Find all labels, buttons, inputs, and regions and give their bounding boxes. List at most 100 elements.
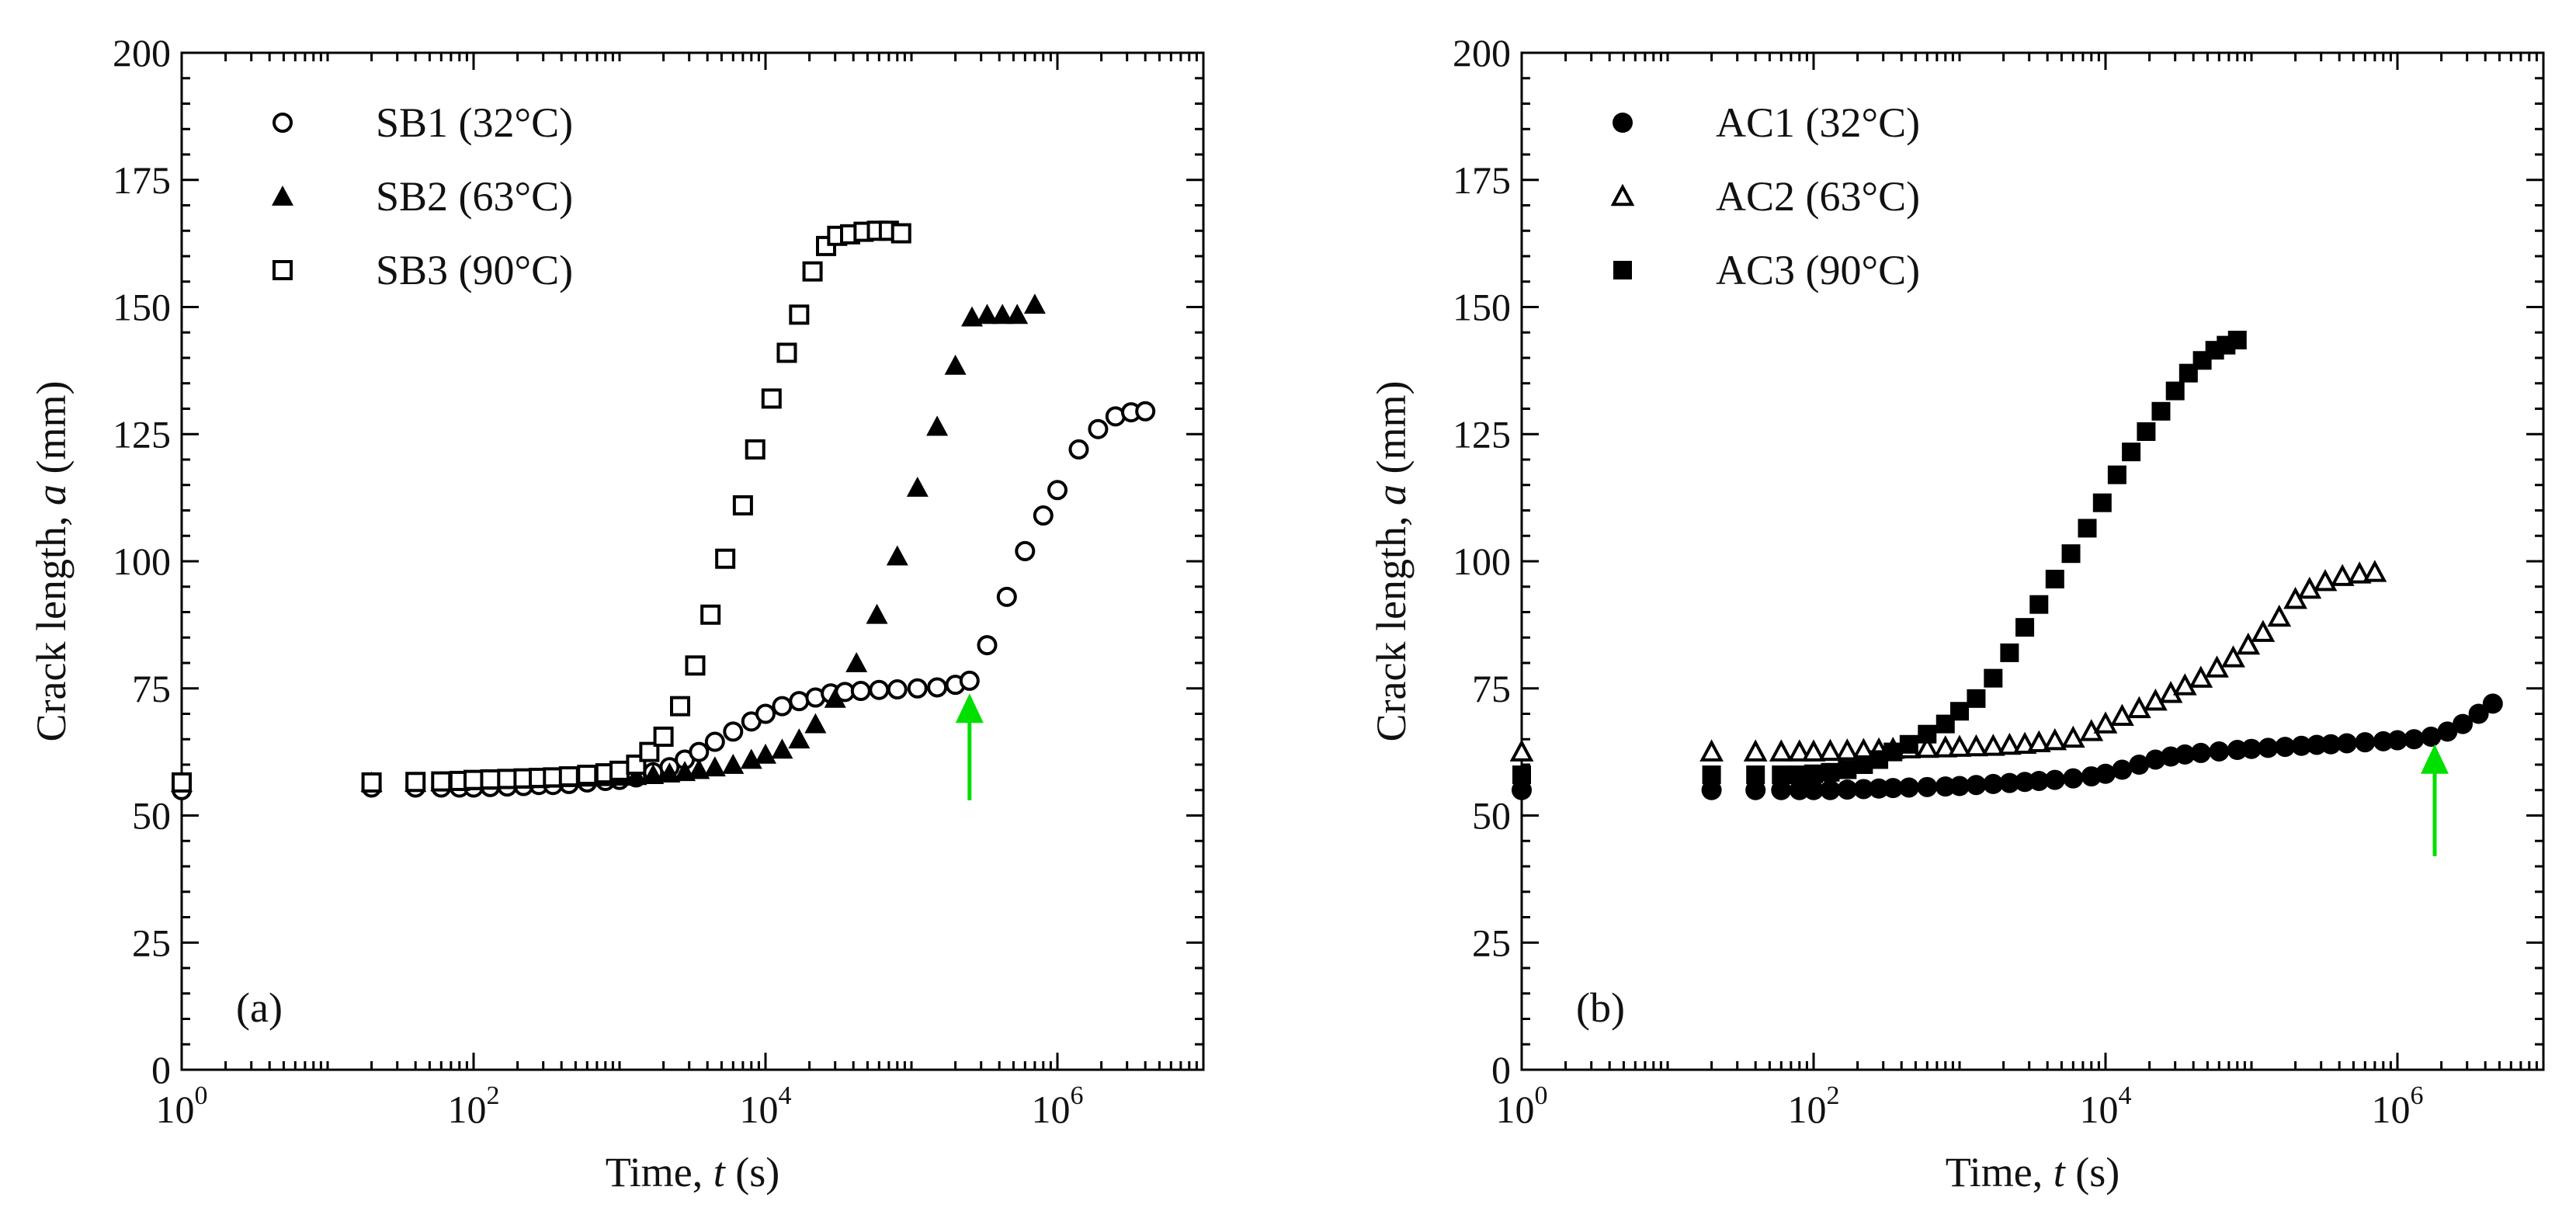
x-axis-label: Time, t (s) [606, 1149, 780, 1196]
data-point [959, 670, 980, 691]
data-point [2330, 564, 2355, 586]
data-point [405, 772, 426, 793]
data-point [558, 766, 579, 787]
data-point [772, 696, 793, 717]
data-point [1947, 734, 1972, 757]
data-point [639, 741, 660, 762]
x-tick-label: 104 [740, 1081, 792, 1131]
data-point [2297, 576, 2322, 599]
data-point [907, 678, 928, 699]
data-point [1950, 702, 1969, 721]
legend: AC1 (32°C) AC2 (63°C) AC3 (90°C) [1610, 99, 1920, 293]
data-point [866, 603, 888, 624]
data-point [850, 681, 871, 702]
legend-marker [1610, 183, 1635, 206]
data-point [1838, 760, 1857, 779]
data-point [2251, 619, 2276, 642]
data-point [642, 764, 665, 784]
data-point [804, 713, 827, 734]
data-point [1509, 739, 1534, 762]
data-point [802, 261, 823, 282]
data-layer [1509, 331, 2503, 800]
legend-label: AC2 (63°C) [1716, 173, 1920, 220]
data-point [2112, 759, 2133, 780]
y-tick-label: 100 [113, 540, 171, 583]
data-point [1512, 765, 1531, 785]
data-point [2151, 401, 2171, 421]
data-point [2227, 331, 2247, 350]
data-point [2107, 465, 2126, 484]
y-tick-label: 50 [1472, 794, 1511, 838]
data-point [2015, 618, 2035, 637]
data-point [1915, 735, 1939, 758]
data-point [2321, 734, 2342, 755]
legend-marker [272, 186, 293, 206]
legend-label: AC1 (32°C) [1716, 99, 1920, 146]
data-point [776, 342, 797, 363]
data-point [2336, 733, 2357, 754]
y-tick-label: 50 [132, 794, 171, 838]
data-point [2110, 703, 2134, 726]
legend-marker [1613, 261, 1632, 279]
data-point [927, 677, 948, 698]
data-point [1769, 739, 1793, 762]
data-point [1512, 779, 1532, 800]
data-point [1935, 776, 1956, 797]
y-axis-label: Crack length, a (mm) [1368, 381, 1415, 742]
series-2 [172, 220, 911, 793]
data-point [890, 223, 911, 244]
data-point [2236, 632, 2261, 655]
data-point [1772, 765, 1791, 785]
data-point [1933, 735, 1958, 758]
data-point [977, 635, 998, 656]
data-point [1983, 773, 2004, 794]
data-point [1966, 775, 1987, 796]
data-point [1883, 778, 1904, 799]
data-point [1821, 762, 1840, 782]
data-point [723, 721, 744, 742]
data-point [431, 771, 452, 792]
data-point [1088, 418, 1109, 439]
data-point [2362, 560, 2387, 582]
data-point [1047, 480, 1068, 501]
data-point [845, 652, 868, 672]
data-point [1949, 776, 1970, 796]
data-point [887, 679, 908, 700]
y-tick-label: 200 [1453, 31, 1511, 75]
data-point [1006, 304, 1029, 324]
data-point [2267, 604, 2292, 627]
data-point [2063, 768, 2084, 789]
data-point [2029, 595, 2049, 614]
data-point [2078, 519, 2097, 538]
data-point [1883, 742, 1903, 762]
data-point [2175, 744, 2196, 765]
data-point [1918, 724, 1937, 744]
data-point [761, 388, 782, 409]
data-point [1771, 779, 1792, 800]
legend-label: SB1 (32°C) [376, 99, 573, 146]
data-point [463, 769, 484, 790]
legend-marker [1613, 113, 1633, 133]
data-point [961, 306, 984, 327]
data-point [1789, 779, 1810, 800]
data-point [996, 586, 1017, 607]
data-point [2045, 569, 2064, 588]
data-point [2026, 730, 2051, 753]
legend: SB1 (32°C) SB2 (63°C) SB3 (90°C) [272, 99, 573, 293]
data-point [886, 545, 908, 566]
data-point [732, 495, 753, 515]
data-point [658, 762, 681, 783]
y-tick-label: 125 [1453, 412, 1511, 456]
data-point [704, 731, 725, 752]
data-point [2060, 725, 2085, 748]
data-point [755, 743, 776, 764]
data-point [1804, 764, 1823, 783]
data-point [497, 769, 518, 789]
data-point [2126, 696, 2151, 719]
data-point [2468, 703, 2489, 724]
data-point [2355, 732, 2376, 753]
data-point [2421, 726, 2442, 747]
data-point [1068, 439, 1089, 460]
y-tick-label: 150 [113, 286, 171, 329]
y-axis-label: Crack length, a (mm) [28, 381, 75, 742]
